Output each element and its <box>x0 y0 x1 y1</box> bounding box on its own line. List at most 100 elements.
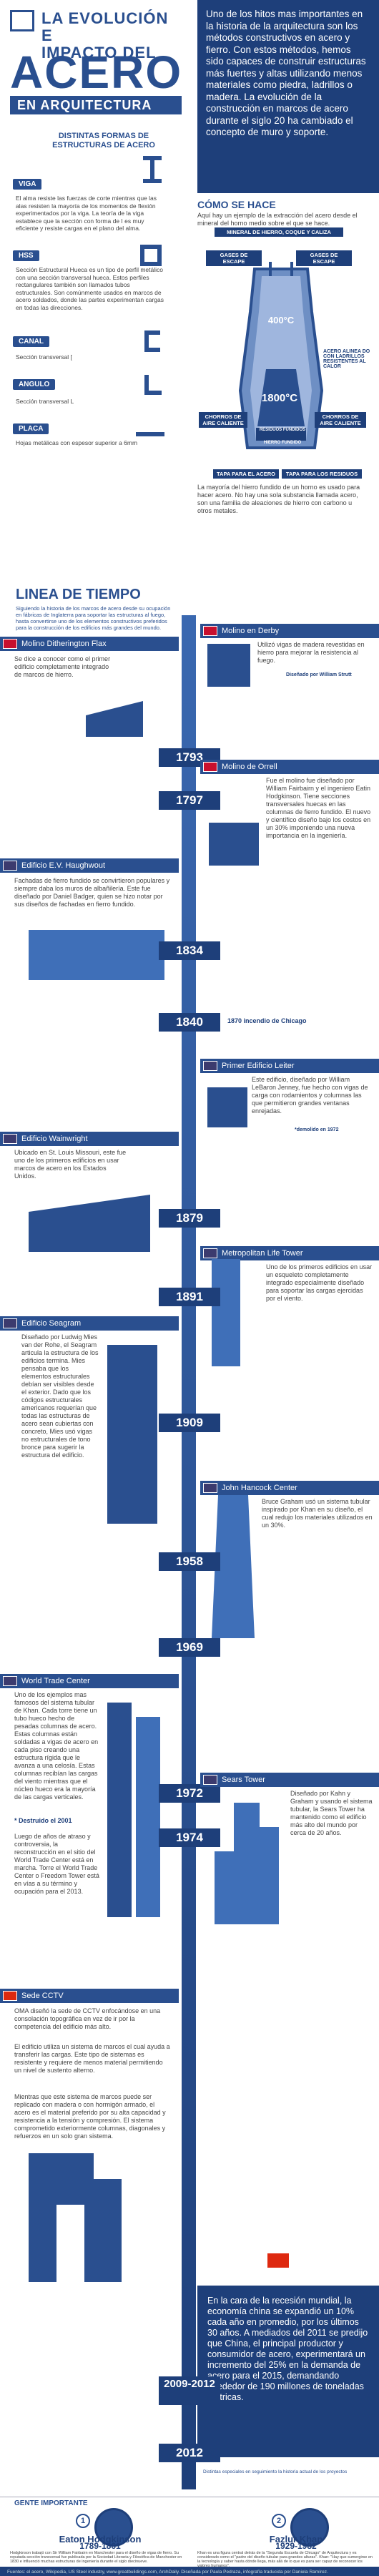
uk-flag-icon <box>3 639 17 649</box>
event-wainwright-header: Edificio Wainwright <box>0 1132 179 1146</box>
year-1879: 1879 <box>159 1209 220 1228</box>
timeline-footnote: Distintas especiales en seguimiento la h… <box>203 2469 348 2474</box>
orrell-mill-illustration <box>209 823 259 866</box>
title-block: LA EVOLUCIÓN E IMPACTO DEL <box>41 10 184 62</box>
person-2-number: 2 <box>272 2514 286 2528</box>
china-panel: En la cara de la recesión mundial, la ec… <box>197 2286 379 2457</box>
year-1972: 1972 <box>159 1784 220 1803</box>
year-1974: 1974 <box>159 1828 220 1847</box>
person-2-years: 1929-1982 <box>275 2541 317 2551</box>
label-aire-left: CHORROS DE AIRE CALIENTE <box>199 412 247 428</box>
i-beam-flange <box>143 179 162 183</box>
event-derby-text: Utilizó vigas de madera revestidas en hi… <box>257 641 365 664</box>
usa-flag-icon <box>3 1134 17 1144</box>
uk-flag-icon <box>203 626 217 636</box>
usa-flag-icon <box>3 861 17 871</box>
channel-icon <box>144 330 160 352</box>
profile-label-angulo: ANGULO <box>13 379 56 390</box>
event-cctv-text: OMA diseñó la sede de CCTV enfocándose e… <box>14 2007 161 2030</box>
hss-tube-icon <box>140 245 162 266</box>
timeline-intro: Siguiendo la historia de los marcos de a… <box>16 605 171 631</box>
profile-label-hss: HSS <box>13 250 39 261</box>
title-line1: LA EVOLUCIÓN E <box>41 9 169 44</box>
event-haughwout-header: Edificio E.V. Haughwout <box>0 858 179 873</box>
person-1-portrait <box>94 2508 133 2547</box>
angle-icon <box>144 375 162 395</box>
cctv-illustration <box>29 2153 122 2282</box>
event-orrell-text: Fue el molino fue diseñado por William F… <box>266 777 371 839</box>
event-chicago-fire: 1870 incendio de Chicago <box>227 1017 307 1024</box>
china-flag-icon-large <box>267 2253 289 2268</box>
event-haughwout-text: Fachadas de fierro fundido se convirtier… <box>14 877 170 908</box>
mill-illustration <box>86 701 143 737</box>
howto-bottom-text: La mayoría del hierro fundido de un horn… <box>197 484 360 514</box>
title-main: ACERO <box>10 46 183 98</box>
usa-flag-icon <box>3 1676 17 1686</box>
event-wtc-note: * Destruido el 2001 <box>14 1817 72 1824</box>
uk-flag-icon <box>203 762 217 772</box>
event-cctv-text3: Mientras que este sistema de marcos pued… <box>14 2093 166 2140</box>
label-tapa-residuos: TAPA PARA LOS RESIDUOS <box>282 469 362 479</box>
person-1-years: 1789-1861 <box>79 2541 121 2551</box>
profile-label-viga: VIGA <box>13 179 42 190</box>
year-1958: 1958 <box>159 1552 220 1571</box>
event-hancock-header: John Hancock Center <box>200 1481 379 1495</box>
event-ditherington-header: Molino Ditherington Flax <box>0 637 179 651</box>
person-1-number: 1 <box>76 2514 90 2528</box>
event-cctv-text2: El edificio utiliza un sistema de marcos… <box>14 2043 170 2074</box>
seagram-illustration <box>107 1345 157 1524</box>
year-2009-2012: 2009-2012 <box>159 2376 220 2405</box>
profile-label-placa: PLACA <box>13 423 49 434</box>
year-1891: 1891 <box>159 1288 220 1306</box>
people-heading: GENTE IMPORTANTE <box>0 2497 379 2509</box>
wainwright-illustration <box>29 1195 150 1252</box>
title-sub: EN ARQUITECTURA <box>10 96 182 114</box>
year-1840: 1840 <box>159 1013 220 1032</box>
footer: Fuentes: el acero, Wikipedia, US Steel i… <box>0 2567 379 2576</box>
year-1909: 1909 <box>159 1414 220 1432</box>
plate-icon <box>136 432 164 436</box>
event-wtc-header: World Trade Center <box>0 1674 179 1688</box>
event-leiter-header: Primer Edificio Leiter <box>200 1059 379 1073</box>
profile-text-angulo: Sección transversal L <box>16 398 74 405</box>
metlife-illustration <box>212 1259 240 1366</box>
event-seagram-text: Diseñado por Ludwig Mies van der Rohe, e… <box>21 1333 99 1459</box>
year-1834: 1834 <box>159 941 220 960</box>
haughwout-illustration <box>29 930 164 980</box>
profile-text-canal: Sección transversal [ <box>16 353 72 361</box>
derby-mill-illustration <box>207 644 250 687</box>
usa-flag-icon <box>3 1318 17 1328</box>
logo-icon <box>10 10 34 31</box>
temp-400: 400°C <box>267 315 295 325</box>
label-residuos: RESIDUOS FUNDIDOS <box>259 428 306 432</box>
event-hancock-text: Bruce Graham usó un sistema tubular insp… <box>262 1498 373 1529</box>
year-1797: 1797 <box>159 791 220 810</box>
timeline-title: LINEA DE TIEMPO <box>16 587 141 602</box>
label-mineral: MINERAL DE HIERRO, COQUE Y CALIZA <box>215 227 343 237</box>
year-1969: 1969 <box>159 1638 220 1657</box>
person-2-name: Fazlur Khan <box>269 2534 323 2545</box>
event-metlife-text: Uno de los primeros edificios en usar un… <box>266 1263 373 1302</box>
howto-title: CÓMO SE HACE <box>197 199 276 210</box>
temp-1800: 1800°C <box>261 392 298 404</box>
event-sears-header: Sears Tower <box>200 1773 379 1787</box>
profile-text-placa: Hojas metálicas con espesor superior a 6… <box>16 439 138 446</box>
event-derby-header: Molino en Derby <box>200 624 379 638</box>
usa-flag-icon <box>203 1248 217 1258</box>
leiter-illustration <box>207 1087 247 1127</box>
event-leiter-text: Este edificio, diseñado por William LeBa… <box>252 1076 368 1115</box>
event-wtc-text2: Luego de años de atraso y controversia, … <box>14 1833 99 1895</box>
label-acero-alineado: ACERO ALINEA DO CON LADRILLOS RESISTENTE… <box>323 349 370 369</box>
event-ditherington-text: Se dice a conocer como el primer edifici… <box>14 655 111 678</box>
wtc-tower1-illustration <box>107 1703 132 1917</box>
event-sears-text: Diseñado por Kahn y Graham y usando el s… <box>290 1790 373 1836</box>
label-aire-right: CHORROS DE AIRE CALIENTE <box>315 412 366 428</box>
intro-panel: Uno de los hitos mas importantes en la h… <box>197 0 379 193</box>
event-wainwright-text: Ubicado en St. Louis Missouri, este fue … <box>14 1149 127 1180</box>
profile-text-hss: Sección Estructural Hueca es un tipo de … <box>16 266 164 311</box>
year-1793: 1793 <box>159 748 220 767</box>
usa-flag-icon <box>203 1775 217 1785</box>
label-tapa-acero: TAPA PARA EL ACERO <box>213 469 279 479</box>
person-2-portrait <box>290 2508 329 2547</box>
i-beam-web <box>150 160 154 179</box>
